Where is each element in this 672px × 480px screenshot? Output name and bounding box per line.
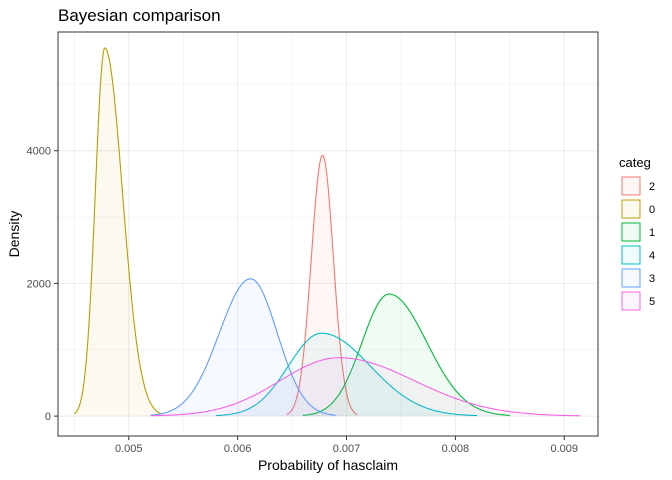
legend: categ 2 0 1 4 3 5	[619, 155, 655, 311]
legend-key-categ-5	[621, 291, 641, 311]
plot-panel	[58, 32, 598, 436]
density-area-categ-3	[150, 278, 336, 417]
density-line-categ-1	[302, 293, 510, 416]
legend-label-categ-2: 2	[649, 181, 655, 193]
x-tick-label: 0.008	[442, 443, 470, 455]
density-line-categ-3	[150, 278, 336, 416]
legend-swatch-categ-1	[621, 222, 641, 242]
legend-key-categ-0	[621, 199, 641, 219]
y-axis-title: Density	[6, 211, 22, 258]
legend-title: categ	[619, 155, 651, 170]
legend-swatch-categ-0	[621, 199, 641, 219]
legend-key-categ-1	[621, 222, 641, 242]
plot-border	[57, 31, 599, 437]
y-axis-ticks: 0 2000 4000	[27, 146, 58, 423]
x-tick-label: 0.007	[333, 443, 361, 455]
legend-label-categ-1: 1	[649, 227, 655, 239]
density-line-categ-2	[286, 154, 358, 416]
x-tick-label: 0.006	[224, 443, 252, 455]
density-line-categ-4	[215, 332, 478, 417]
legend-label-categ-0: 0	[649, 204, 655, 216]
legend-key-categ-2	[621, 176, 641, 196]
legend-label-categ-3: 3	[649, 273, 655, 285]
y-tick-label: 0	[45, 411, 51, 423]
legend-swatch-categ-4	[621, 245, 641, 265]
legend-label-categ-5: 5	[649, 296, 655, 308]
y-tick-label: 2000	[27, 278, 51, 290]
legend-key-categ-4	[621, 245, 641, 265]
x-axis-ticks: 0.005 0.006 0.007 0.008 0.009	[115, 436, 578, 455]
legend-swatch-categ-5	[621, 291, 641, 311]
density-area-categ-0	[74, 47, 162, 417]
legend-key-categ-3	[621, 268, 641, 288]
density-area-categ-5	[150, 357, 581, 417]
legend-label-categ-4: 4	[649, 250, 655, 262]
y-tick-label: 4000	[27, 146, 51, 158]
density-curves	[73, 47, 581, 417]
chart-title: Bayesian comparison	[58, 6, 221, 25]
legend-swatch-categ-2	[621, 176, 641, 196]
density-line-categ-5	[150, 357, 581, 417]
density-area-categ-1	[302, 294, 510, 417]
grid-lines	[58, 32, 598, 436]
x-axis-title: Probability of hasclaim	[258, 457, 398, 473]
density-area-categ-4	[215, 333, 478, 417]
x-tick-label: 0.009	[550, 443, 578, 455]
density-line-categ-0	[73, 47, 162, 415]
legend-swatch-categ-3	[621, 268, 641, 288]
x-tick-label: 0.005	[115, 443, 143, 455]
